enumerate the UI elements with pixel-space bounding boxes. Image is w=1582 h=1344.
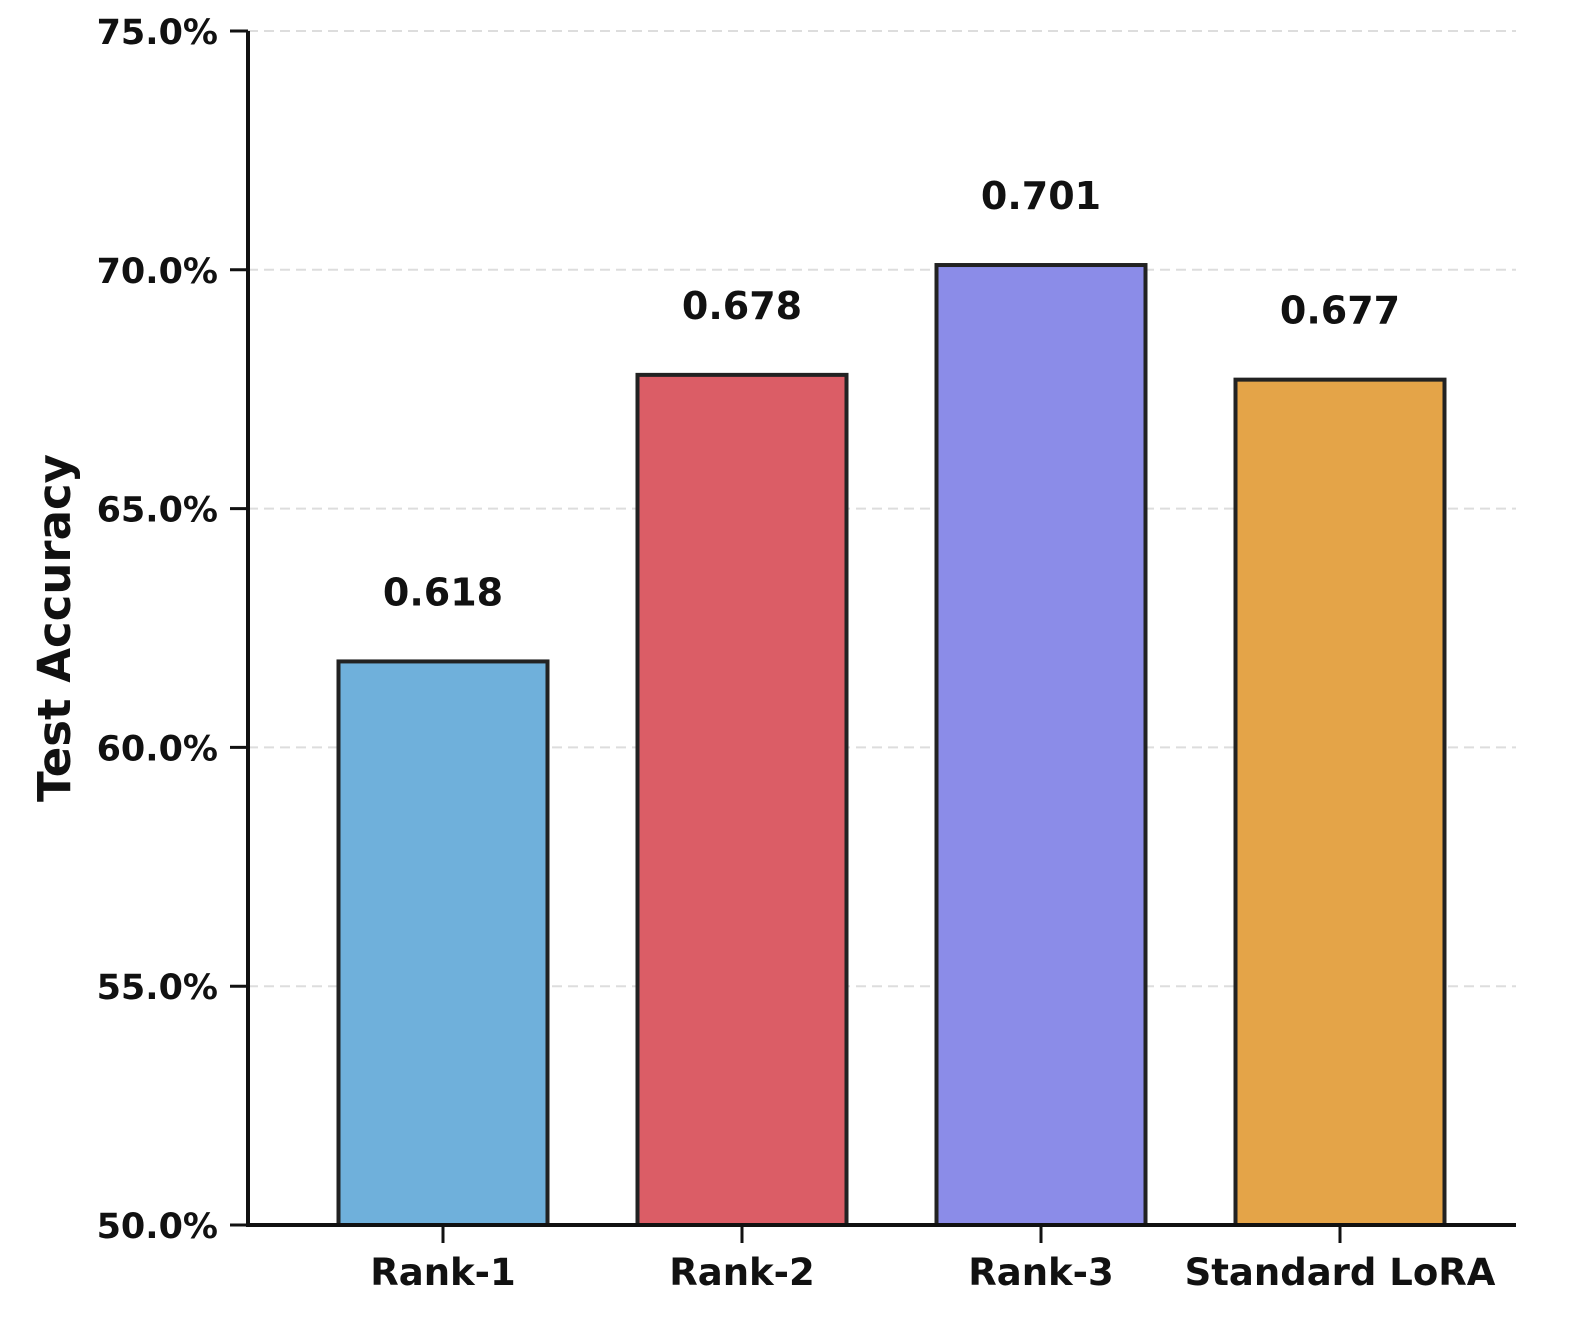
bars [336,263,1447,1227]
y-tick-label: 60.0% [97,729,218,769]
y-tick-label: 50.0% [97,1207,218,1247]
bar-value-label: 0.677 [1280,289,1400,333]
x-tick-label: Standard LoRA [1185,1251,1496,1294]
bar-value-label: 0.701 [981,174,1101,218]
bar [1233,377,1447,1227]
bar [635,372,849,1227]
bar-value-label: 0.618 [383,570,503,614]
x-tick-label: Rank-1 [370,1251,516,1294]
x-tick-label: Rank-3 [968,1251,1114,1294]
x-tick-label: Rank-2 [669,1251,815,1294]
labels: 50.0% 55.0% 60.0% 65.0% 70.0% 75.0% 0.618 Rank-… [97,13,1496,1294]
axes [230,29,1516,1243]
bar-value-label: 0.678 [682,284,802,328]
bar [934,263,1148,1227]
y-tick-label: 75.0% [97,13,218,53]
y-tick-label: 70.0% [97,252,218,292]
y-axis-title: Test Accuracy [28,454,81,802]
y-tick-label: 65.0% [97,491,218,531]
bar [336,659,550,1227]
y-tick-label: 55.0% [97,968,218,1008]
